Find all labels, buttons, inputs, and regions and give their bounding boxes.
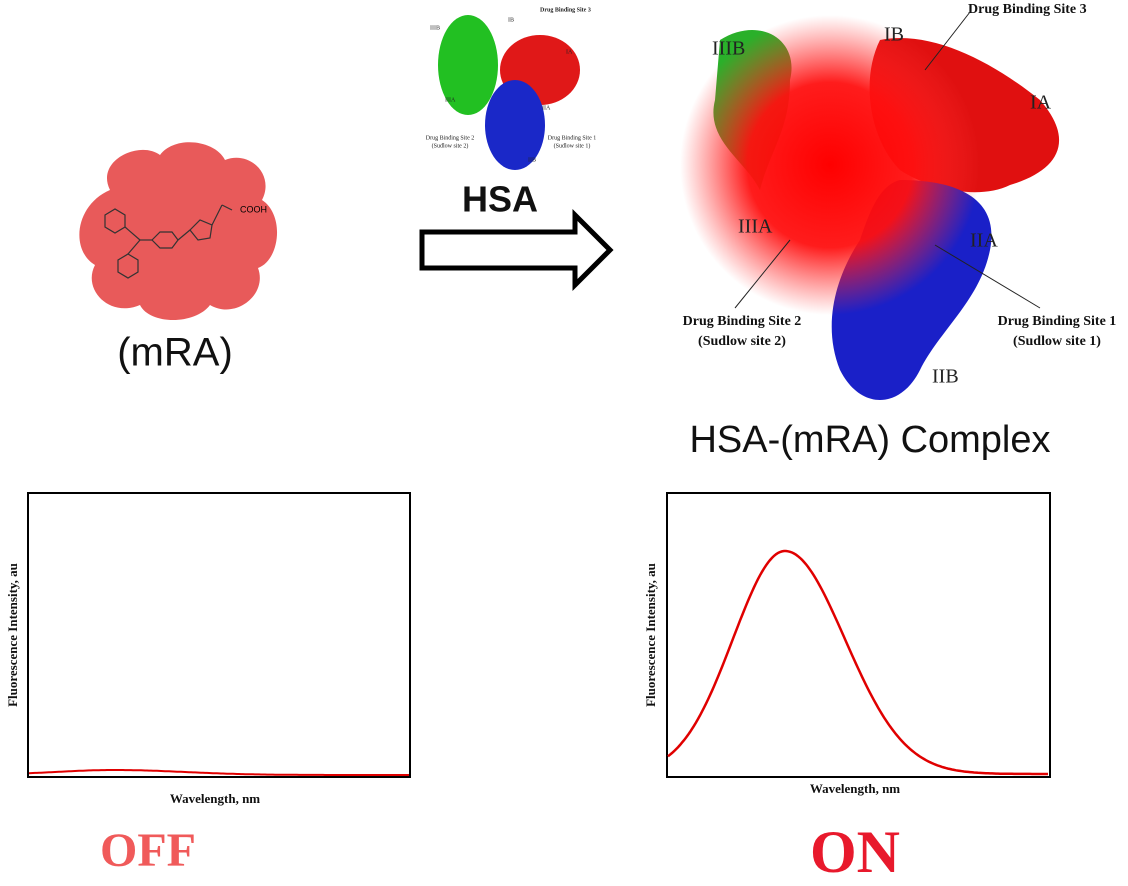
- site-label: (Sudlow site 2): [698, 334, 786, 349]
- domain-label: IIIB: [712, 38, 745, 60]
- plot-frame: [666, 492, 1051, 778]
- site-label: Drug Binding Site 1: [548, 135, 597, 141]
- domain-label: IIIA: [445, 97, 456, 103]
- fluorescence-glow: [680, 15, 980, 315]
- domain-label: IIB: [932, 366, 959, 388]
- domain-label: IB: [508, 17, 514, 23]
- spectrum-curve: [667, 549, 1048, 776]
- site-label: (Sudlow site 1): [554, 142, 591, 149]
- site-label: (Sudlow site 2): [432, 142, 469, 149]
- x-axis-label: Wavelength, nm: [810, 781, 900, 796]
- y-axis-label: Fluorescence Intensity, au: [5, 563, 20, 707]
- reaction-arrow: [419, 208, 614, 292]
- complex: IIIB IB IA IIIA IIA IIB Drug Binding Sit…: [680, 2, 1116, 461]
- site-label: Drug Binding Site 2: [426, 135, 475, 141]
- domain-label: IIIA: [738, 216, 773, 238]
- molecule: COOH (mRA): [79, 142, 278, 375]
- y-axis-label: Fluorescence Intensity, au: [643, 563, 658, 707]
- domain-label: IIA: [970, 230, 998, 252]
- domain-label: IB: [884, 24, 904, 46]
- molecule-label: (mRA): [117, 331, 233, 375]
- site-label: Drug Binding Site 2: [683, 314, 802, 329]
- site-label: (Sudlow site 1): [1013, 334, 1101, 349]
- plot-off: Fluorescence Intensity, au Wavelength, n…: [5, 492, 411, 877]
- x-axis-label: Wavelength, nm: [170, 791, 260, 806]
- molecule-structure: [104, 204, 233, 279]
- site-label: Drug Binding Site 3: [968, 2, 1087, 17]
- small-protein: IIIB IB IA IIIA IIA IIB Drug Binding Sit…: [426, 7, 597, 170]
- molecule-cloud: [79, 142, 278, 320]
- leader-line: [934, 244, 1041, 309]
- spectrum-curve: [28, 769, 409, 776]
- domain-label: IA: [566, 49, 573, 55]
- complex-title: HSA-(mRA) Complex: [689, 419, 1050, 461]
- plot-frame: [27, 492, 411, 778]
- domain-blue: [485, 80, 545, 170]
- molecule-group: COOH: [240, 204, 267, 214]
- domain-green: [438, 15, 498, 115]
- domain-label: IIB: [528, 157, 536, 163]
- leader-line: [924, 11, 971, 71]
- domain-label: IIA: [542, 105, 551, 111]
- site-label: Drug Binding Site 1: [998, 314, 1117, 329]
- domain-label: IIIB: [430, 25, 440, 31]
- arrow-label: HSA: [462, 179, 538, 220]
- site-label: Drug Binding Site 3: [540, 7, 591, 13]
- domain-label: IA: [1030, 92, 1052, 114]
- plot-on: Fluorescence Intensity, au Wavelength, n…: [643, 492, 1051, 885]
- state-label: ON: [810, 819, 900, 885]
- state-label: OFF: [100, 824, 196, 877]
- leader-line: [734, 239, 791, 309]
